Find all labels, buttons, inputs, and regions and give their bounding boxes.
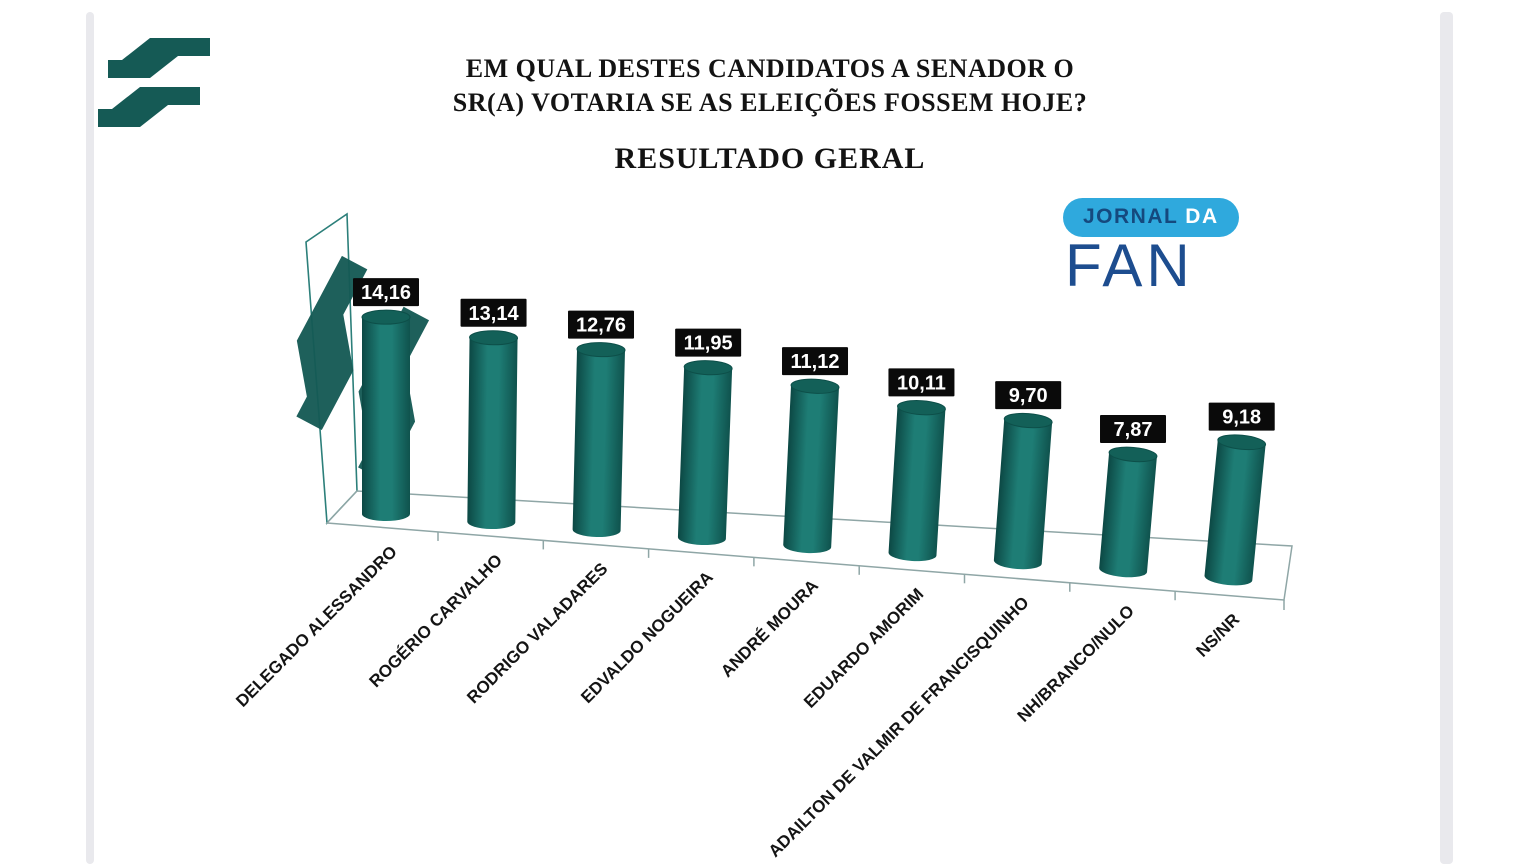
svg-text:11,12: 11,12 xyxy=(791,351,840,373)
category-label: NS/NR xyxy=(1192,610,1243,661)
bar-value-label: 14,16 xyxy=(353,278,419,307)
bar-value-label: 9,70 xyxy=(995,381,1062,410)
bar-cylinder xyxy=(993,412,1053,570)
svg-text:11,95: 11,95 xyxy=(684,333,733,355)
bar-cylinder xyxy=(572,342,626,538)
svg-text:14,16: 14,16 xyxy=(361,282,411,304)
bar-value-label: 9,18 xyxy=(1208,402,1275,431)
bar-cylinder xyxy=(1204,434,1267,586)
category-label: ANDRÉ MOURA xyxy=(717,576,822,681)
svg-text:7,87: 7,87 xyxy=(1114,419,1153,441)
bar-value-label: 13,14 xyxy=(460,298,527,327)
chart-title-block: EM QUAL DESTES CANDIDATOS A SENADOR O SR… xyxy=(400,52,1140,176)
category-label: EDUARDO AMORIM xyxy=(800,584,927,711)
bar-value-label: 10,11 xyxy=(888,368,955,397)
station-logo-icon xyxy=(98,38,210,127)
chart-subtitle: RESULTADO GERAL xyxy=(614,142,926,175)
jornal-da-pill: JORNAL DA xyxy=(1063,198,1239,237)
bar-cylinder xyxy=(888,400,946,562)
chart-title-line1: EM QUAL DESTES CANDIDATOS A SENADOR O xyxy=(465,54,1075,83)
category-label: NH/BRANCO/NULO xyxy=(1014,601,1138,725)
da-word: DA xyxy=(1185,205,1219,228)
svg-text:13,14: 13,14 xyxy=(469,303,520,325)
bar-cylinder xyxy=(677,360,733,546)
bar-value-label: 11,12 xyxy=(782,347,849,376)
category-label: EDVALDO NOGUEIRA xyxy=(577,568,716,707)
page-edge-left xyxy=(86,12,94,864)
bar-value-label: 11,95 xyxy=(675,328,742,357)
category-label: ROGÉRIO CARVALHO xyxy=(366,551,507,692)
page-edge-right xyxy=(1440,12,1453,864)
bar-value-label: 7,87 xyxy=(1100,414,1167,443)
jornal-da-fan-logo: JORNAL DA FAN xyxy=(1063,198,1239,299)
bar-cylinder xyxy=(1099,446,1158,578)
jornal-word: JORNAL xyxy=(1083,205,1186,228)
category-label: ADAILTON DE VALMIR DE FRANCISQUINHO xyxy=(765,593,1033,861)
svg-text:10,11: 10,11 xyxy=(897,372,946,394)
bar-value-label: 12,76 xyxy=(568,310,635,339)
bar-cylinder xyxy=(361,309,411,521)
chart-title-line2: SR(A) VOTARIA SE AS ELEIÇÕES FOSSEM HOJE… xyxy=(452,88,1088,117)
svg-text:9,70: 9,70 xyxy=(1009,385,1048,407)
bar-cylinder xyxy=(467,330,519,529)
svg-text:9,18: 9,18 xyxy=(1222,407,1261,429)
bar-cylinder xyxy=(783,378,840,554)
svg-text:12,76: 12,76 xyxy=(576,315,626,337)
fan-word: FAN xyxy=(1065,232,1194,299)
